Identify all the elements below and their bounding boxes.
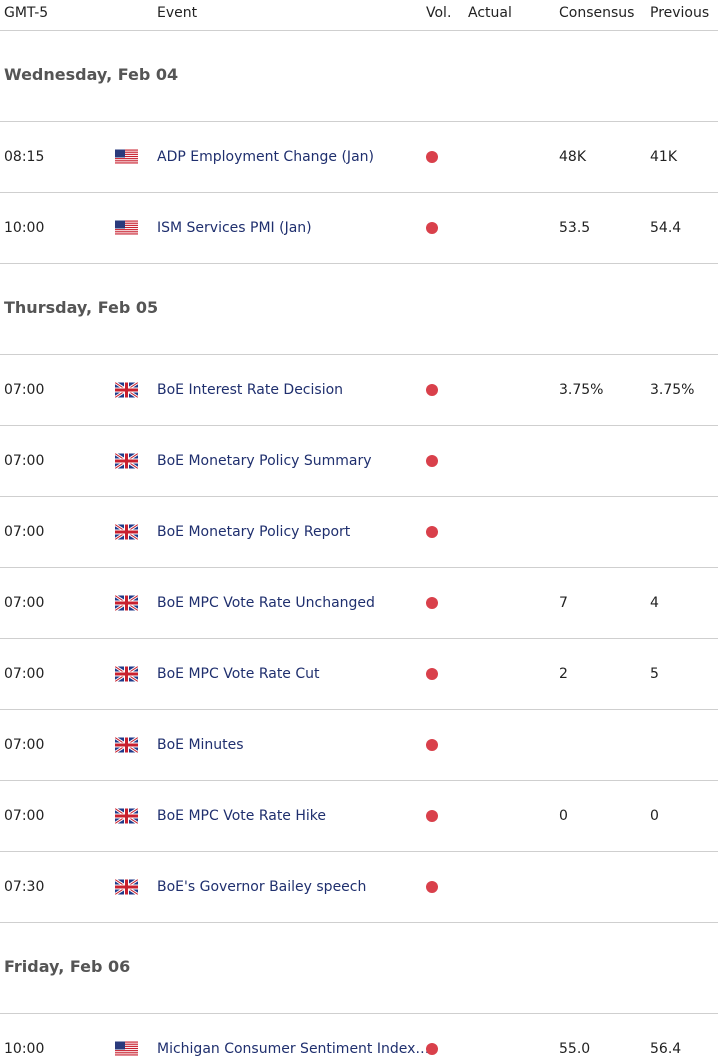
column-header: Event: [157, 5, 198, 21]
consensus-value: 7: [559, 595, 568, 611]
column-header: Actual: [468, 5, 512, 21]
consensus-value: 3.75%: [559, 382, 604, 398]
row-divider: [0, 780, 718, 781]
event-name[interactable]: ISM Services PMI (Jan): [157, 220, 312, 236]
volatility-dot: [426, 384, 438, 396]
previous-value: 41K: [650, 149, 677, 165]
row-divider: [0, 354, 718, 355]
event-name[interactable]: ADP Employment Change (Jan): [157, 149, 374, 165]
volatility-dot: [426, 881, 438, 893]
previous-value: 56.4: [650, 1041, 682, 1057]
volatility-dot: [426, 668, 438, 680]
row-divider: [0, 30, 718, 31]
event-time: 10:00: [4, 220, 45, 236]
country-flag: [115, 1041, 138, 1057]
event-name[interactable]: BoE Interest Rate Decision: [157, 382, 344, 398]
event-time: 07:00: [4, 453, 45, 469]
event-name[interactable]: BoE's Governor Bailey speech: [157, 879, 367, 895]
country-flag: [115, 737, 138, 753]
country-flag: [115, 666, 138, 682]
row-divider: [0, 567, 718, 568]
volatility-dot: [426, 739, 438, 751]
row-divider: [0, 1013, 718, 1014]
country-flag: [115, 595, 138, 611]
event-time: 07:00: [4, 808, 45, 824]
row-divider: [0, 638, 718, 639]
event-time: 07:30: [4, 879, 45, 895]
row-divider: [0, 851, 718, 852]
row-divider: [0, 496, 718, 497]
volatility-dot: [426, 151, 438, 163]
event-name[interactable]: Michigan Consumer Sentiment Index…: [157, 1041, 430, 1057]
event-name[interactable]: BoE Monetary Policy Summary: [157, 453, 372, 469]
volatility-dot: [426, 810, 438, 822]
volatility-dot: [426, 597, 438, 609]
country-flag: [115, 453, 138, 469]
volatility-dot: [426, 526, 438, 538]
previous-value: 0: [650, 808, 659, 824]
event-time: 07:00: [4, 737, 45, 753]
previous-value: 54.4: [650, 220, 682, 236]
event-name[interactable]: BoE MPC Vote Rate Cut: [157, 666, 320, 682]
day-header: Wednesday, Feb 04: [4, 65, 179, 84]
previous-value: 3.75%: [650, 382, 695, 398]
event-time: 07:00: [4, 524, 45, 540]
event-time: 07:00: [4, 595, 45, 611]
row-divider: [0, 192, 718, 193]
row-divider: [0, 121, 718, 122]
country-flag: [115, 382, 138, 398]
event-time: 10:00: [4, 1041, 45, 1057]
volatility-dot: [426, 1043, 438, 1055]
column-header: Previous: [650, 5, 710, 21]
event-time: 07:00: [4, 382, 45, 398]
consensus-value: 2: [559, 666, 568, 682]
column-header: GMT-5: [4, 5, 49, 21]
consensus-value: 48K: [559, 149, 586, 165]
row-divider: [0, 709, 718, 710]
previous-value: 4: [650, 595, 659, 611]
event-time: 07:00: [4, 666, 45, 682]
row-divider: [0, 425, 718, 426]
row-divider: [0, 263, 718, 264]
day-header: Friday, Feb 06: [4, 957, 131, 976]
country-flag: [115, 220, 138, 236]
event-name[interactable]: BoE MPC Vote Rate Hike: [157, 808, 327, 824]
country-flag: [115, 524, 138, 540]
previous-value: 5: [650, 666, 659, 682]
country-flag: [115, 808, 138, 824]
day-header: Thursday, Feb 05: [4, 298, 159, 317]
consensus-value: 55.0: [559, 1041, 591, 1057]
event-time: 08:15: [4, 149, 45, 165]
country-flag: [115, 879, 138, 895]
column-header: Consensus: [559, 5, 635, 21]
country-flag: [115, 149, 138, 165]
event-name[interactable]: BoE Minutes: [157, 737, 244, 753]
consensus-value: 0: [559, 808, 568, 824]
row-divider: [0, 922, 718, 923]
event-name[interactable]: BoE Monetary Policy Report: [157, 524, 351, 540]
volatility-dot: [426, 222, 438, 234]
consensus-value: 53.5: [559, 220, 591, 236]
column-header: Vol.: [426, 5, 452, 21]
event-name[interactable]: BoE MPC Vote Rate Unchanged: [157, 595, 375, 611]
volatility-dot: [426, 455, 438, 467]
